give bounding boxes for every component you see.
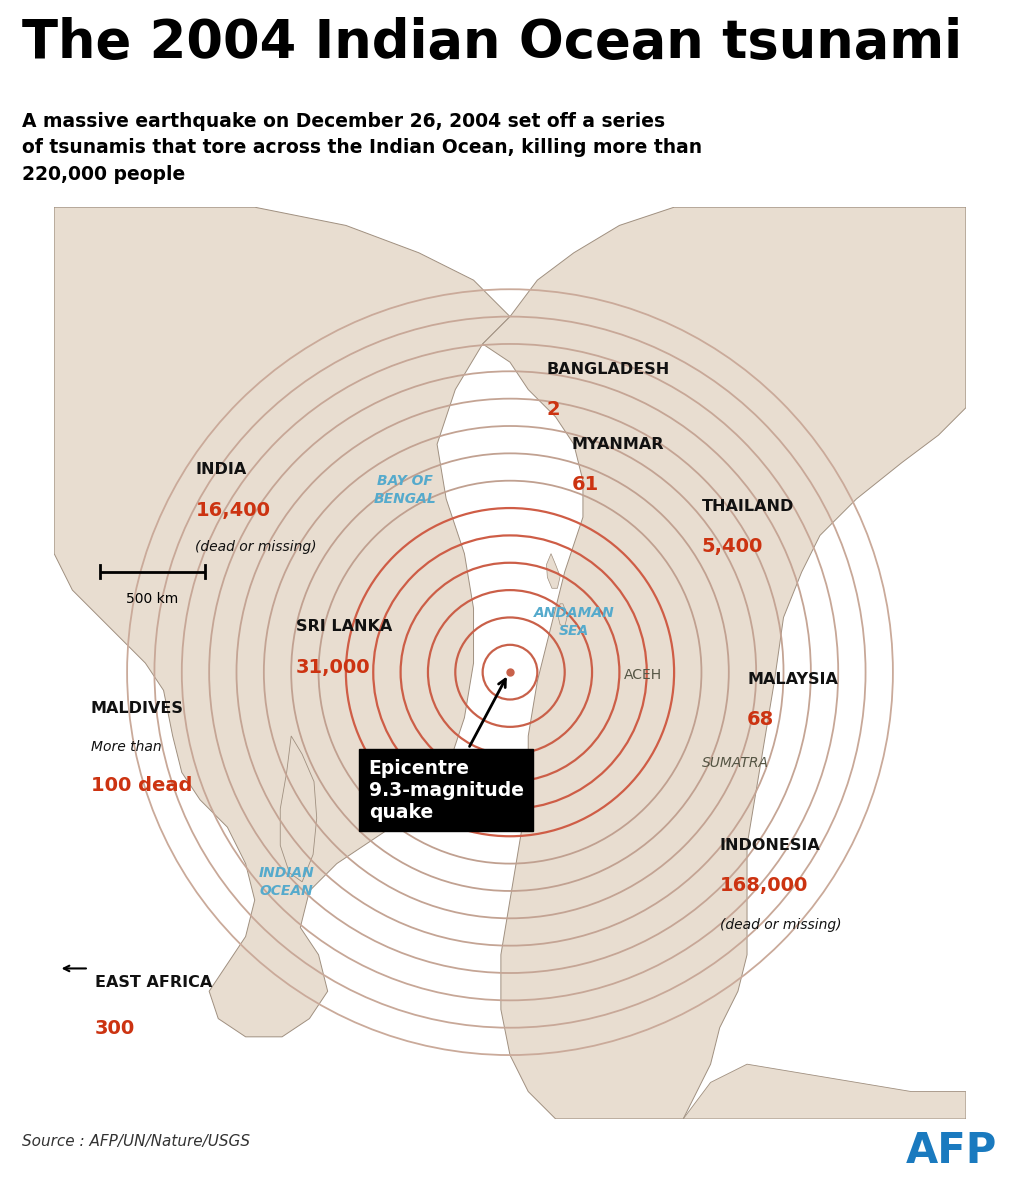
Text: 500 km: 500 km	[126, 592, 178, 606]
Text: 300: 300	[95, 1018, 136, 1037]
Text: Source : AFP/UN/Nature/USGS: Source : AFP/UN/Nature/USGS	[22, 1134, 251, 1150]
Text: BAY OF
BENGAL: BAY OF BENGAL	[373, 474, 436, 506]
Polygon shape	[482, 207, 965, 1119]
Text: (dead or missing): (dead or missing)	[196, 540, 317, 554]
Text: INDIAN
OCEAN: INDIAN OCEAN	[259, 866, 314, 897]
Polygon shape	[683, 1064, 965, 1119]
Text: The 2004 Indian Ocean tsunami: The 2004 Indian Ocean tsunami	[22, 17, 962, 69]
Polygon shape	[556, 604, 567, 626]
Text: BANGLADESH: BANGLADESH	[546, 362, 669, 378]
Text: ANDAMAN
SEA: ANDAMAN SEA	[533, 606, 613, 638]
Text: SRI LANKA: SRI LANKA	[296, 619, 391, 635]
Text: ACEH: ACEH	[624, 668, 661, 682]
Text: INDIA: INDIA	[196, 463, 247, 477]
Text: MALAYSIA: MALAYSIA	[746, 673, 837, 687]
Polygon shape	[546, 554, 559, 588]
Text: AFP: AFP	[905, 1131, 997, 1172]
Text: Epicentre
9.3-magnitude
quake: Epicentre 9.3-magnitude quake	[368, 680, 523, 822]
Text: 100 dead: 100 dead	[91, 776, 192, 796]
Polygon shape	[54, 207, 510, 1037]
Text: THAILAND: THAILAND	[701, 498, 793, 514]
Text: 31,000: 31,000	[296, 657, 370, 676]
Text: 68: 68	[746, 710, 773, 729]
Text: MYANMAR: MYANMAR	[572, 437, 663, 452]
Text: MALDIVES: MALDIVES	[91, 701, 183, 716]
Text: More than: More than	[91, 740, 161, 754]
Text: 168,000: 168,000	[719, 876, 807, 895]
Text: EAST AFRICA: EAST AFRICA	[95, 974, 212, 990]
Text: A massive earthquake on December 26, 2004 set off a series
of tsunamis that tore: A massive earthquake on December 26, 200…	[22, 111, 702, 184]
Text: 61: 61	[572, 475, 598, 494]
Text: INDONESIA: INDONESIA	[719, 838, 819, 854]
Text: 2: 2	[546, 400, 559, 419]
Text: 5,400: 5,400	[701, 538, 762, 556]
Text: (dead or missing): (dead or missing)	[719, 919, 841, 932]
Polygon shape	[280, 736, 317, 882]
Text: 16,400: 16,400	[196, 501, 270, 520]
Text: SUMATRA: SUMATRA	[701, 757, 767, 771]
